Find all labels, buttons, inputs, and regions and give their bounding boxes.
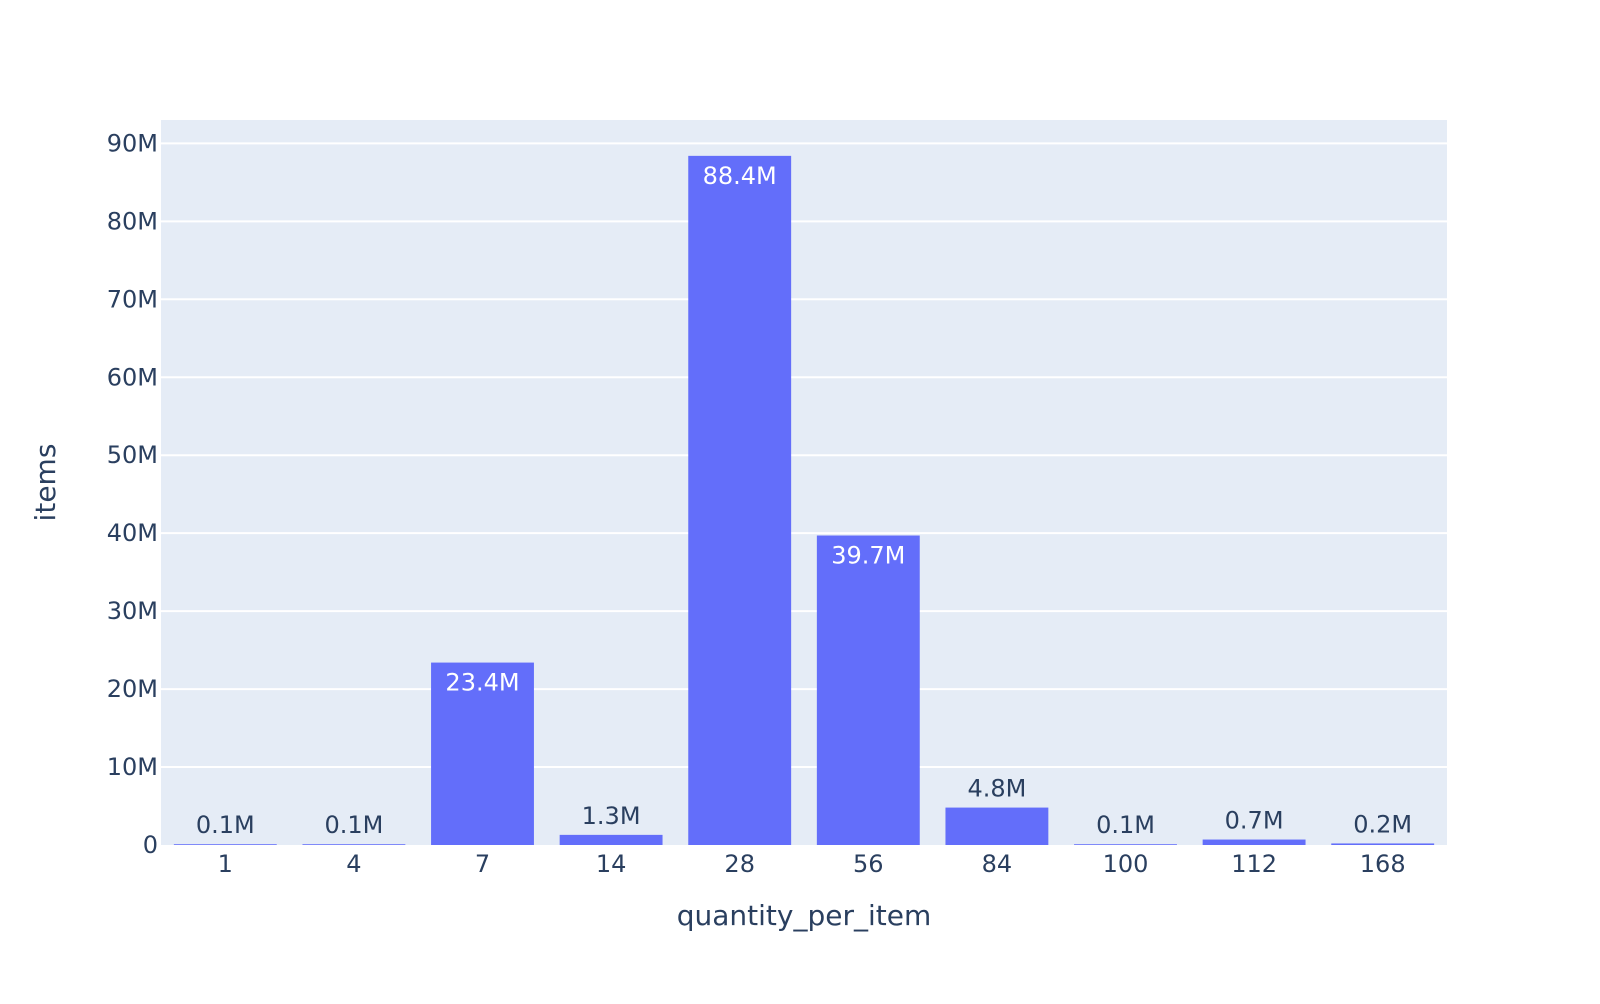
bars [173,155,1435,845]
x-tick-label: 168 [1360,850,1406,878]
bar[interactable] [816,535,920,845]
y-tick-label: 0 [143,831,158,859]
bar[interactable] [945,807,1049,845]
bar[interactable] [302,844,406,845]
bar[interactable] [431,662,534,845]
data-label: 1.3M [582,802,641,830]
bar[interactable] [1331,843,1435,845]
data-label: 0.2M [1353,810,1412,838]
data-label: 23.4M [445,669,519,697]
plot-background [161,120,1447,845]
y-tick-label: 80M [107,207,158,235]
x-tick-label: 56 [853,850,884,878]
data-label: 0.7M [1225,807,1284,835]
y-tick-label: 30M [107,597,158,625]
y-tick-label: 90M [107,129,158,157]
y-tick-label: 20M [107,675,158,703]
x-tick-label: 28 [724,850,755,878]
y-tick-label: 60M [107,363,158,391]
bar[interactable] [1202,839,1306,845]
data-label: 88.4M [703,162,777,190]
y-axis-ticks: 0 10M 20M 30M 40M 50M 60M 70M 80M 90M [107,129,158,859]
x-tick-label: 84 [982,850,1013,878]
y-axis-title: items [29,444,62,522]
y-tick-label: 70M [107,285,158,313]
x-tick-label: 7 [475,850,490,878]
data-label: 39.7M [831,542,905,570]
x-tick-label: 112 [1231,850,1277,878]
bar[interactable] [559,834,663,845]
x-axis-ticks: 1 4 7 14 28 56 84 100 112 168 [218,850,1406,878]
bar[interactable] [173,844,277,845]
x-tick-label: 4 [346,850,361,878]
data-label: 4.8M [967,775,1026,803]
x-tick-label: 1 [218,850,233,878]
y-tick-label: 10M [107,753,158,781]
x-tick-label: 14 [596,850,627,878]
bar[interactable] [1074,844,1177,845]
gridlines [161,142,1447,769]
x-tick-label: 100 [1103,850,1149,878]
data-label: 0.1M [1096,811,1155,839]
x-axis-title: quantity_per_item [677,899,932,932]
y-tick-label: 50M [107,441,158,469]
data-label: 0.1M [196,811,255,839]
data-label: 0.1M [324,811,383,839]
data-labels: 0.1M 0.1M 23.4M 1.3M 88.4M 39.7M 4.8M 0.1M 0.7M 0… [196,162,1412,839]
bar[interactable] [688,155,792,845]
y-tick-label: 40M [107,519,158,547]
